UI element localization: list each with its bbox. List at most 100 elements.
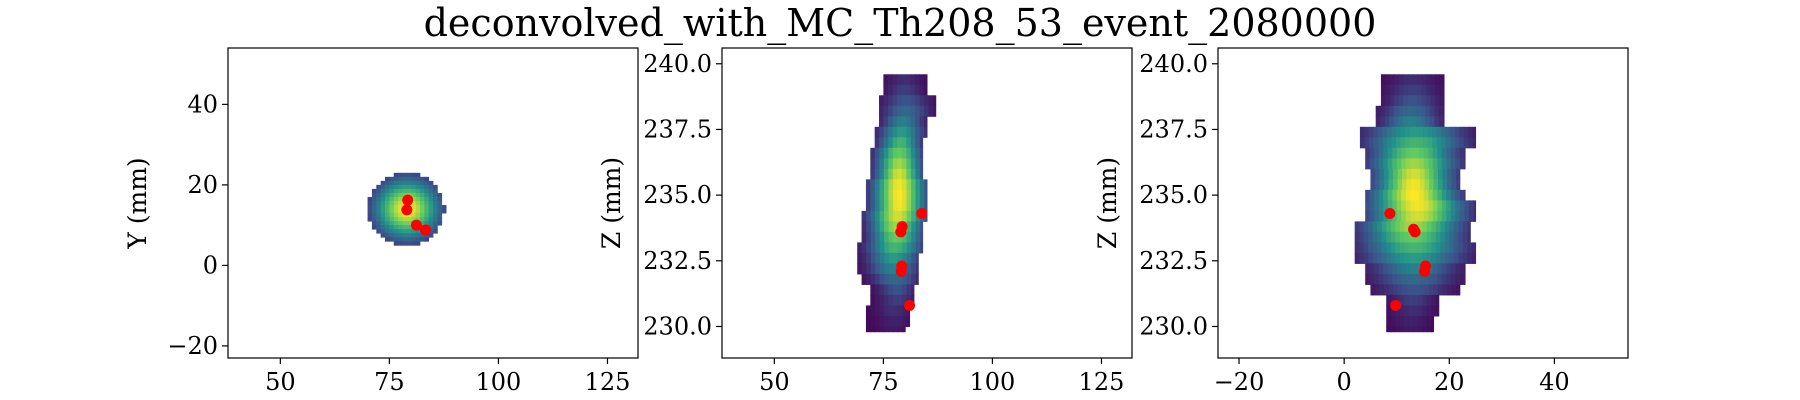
heatmap-cell — [902, 242, 908, 254]
heatmap-cell — [1383, 200, 1389, 212]
heatmap-cell — [1428, 210, 1434, 222]
heatmap-cell — [385, 237, 390, 242]
heatmap-cell — [1419, 210, 1425, 222]
heatmap-cell — [433, 184, 438, 190]
heatmap-cell — [910, 84, 916, 96]
heatmap-cell — [424, 213, 430, 218]
heatmap-cell — [1385, 95, 1391, 107]
heatmap-cell — [402, 233, 408, 238]
heatmap-cell — [883, 305, 889, 317]
heatmap-cell — [1453, 252, 1459, 264]
heatmap-cell — [1436, 126, 1442, 138]
y-tick-label: 235.0 — [643, 181, 712, 209]
heatmap-cell — [411, 192, 416, 198]
heatmap-cell — [1432, 273, 1438, 285]
heatmap-cell — [393, 233, 399, 238]
heatmap-cell — [1401, 158, 1407, 170]
heatmap-cell — [406, 229, 412, 234]
heatmap-cell — [884, 242, 890, 254]
heatmap-cell — [879, 263, 885, 275]
heatmap-cell — [415, 209, 421, 214]
heatmap-cell — [424, 184, 430, 190]
heatmap-cell — [1408, 252, 1414, 264]
heatmap-cell — [406, 172, 412, 178]
heatmap-cell — [1402, 116, 1408, 128]
heatmap-cell — [406, 225, 412, 230]
heatmap-cell — [879, 210, 885, 222]
heatmap-cell — [1365, 147, 1371, 159]
heatmap-cell — [393, 184, 399, 190]
heatmap-cell — [393, 176, 399, 182]
heatmap-cell — [1453, 242, 1459, 254]
heatmap-cell — [914, 74, 920, 86]
heatmap-cell — [1431, 242, 1437, 254]
heatmap-cell — [897, 210, 903, 222]
heatmap-cell — [924, 200, 928, 212]
heatmap-cell — [1406, 168, 1412, 180]
heatmap-cell — [1389, 105, 1395, 117]
heatmap-cell — [870, 179, 876, 191]
heatmap-cell — [924, 189, 928, 201]
heatmap-cell — [1414, 147, 1420, 159]
heatmap-cell — [866, 221, 872, 233]
heatmap-cell — [915, 273, 919, 285]
heatmap-cell — [376, 192, 382, 198]
heatmap-cell — [385, 229, 390, 234]
heatmap-cell — [915, 158, 921, 170]
heatmap-cell — [1468, 200, 1474, 212]
heatmap-cell — [1374, 210, 1380, 222]
heatmap-cell — [1408, 305, 1414, 317]
heatmap-cell — [1398, 116, 1404, 128]
heatmap-cell — [1432, 126, 1438, 138]
x-tick-label: 40 — [1539, 368, 1570, 396]
heatmap-cell — [897, 126, 903, 138]
heatmap-cell — [866, 252, 872, 264]
heatmap-cell — [901, 294, 907, 306]
y-tick-label: 0 — [203, 251, 218, 279]
heatmap-cell — [1444, 242, 1450, 254]
heatmap-cell — [1369, 210, 1375, 222]
heatmap-cell — [883, 168, 889, 180]
heatmap-cell — [892, 116, 898, 128]
heatmap-cell — [897, 200, 903, 212]
heatmap-cell — [415, 172, 421, 178]
heatmap-cell — [911, 242, 917, 254]
heatmap-cell — [906, 158, 912, 170]
heatmap-cell — [1441, 263, 1447, 275]
heatmap-cell — [883, 84, 889, 96]
heatmap-cell — [1458, 242, 1464, 254]
heatmap-cell — [424, 237, 430, 242]
heatmap-cell — [1427, 137, 1433, 149]
heatmap-cell — [875, 221, 881, 233]
heatmap-cell — [1439, 95, 1445, 107]
heatmap-cell — [1375, 116, 1381, 128]
heatmap-cell — [1435, 242, 1441, 254]
heatmap-cell — [415, 184, 421, 190]
heatmap-cell — [888, 273, 894, 285]
heatmap-cell — [1414, 210, 1420, 222]
heatmap-cell — [1365, 189, 1371, 201]
heatmap-cell — [1378, 273, 1384, 285]
heatmap-cell — [376, 209, 382, 214]
heatmap-cell — [1396, 158, 1402, 170]
heatmap-cell — [906, 252, 912, 264]
heatmap-cell — [411, 200, 416, 206]
heatmap-cell — [910, 158, 916, 170]
heatmap-cell — [1462, 242, 1468, 254]
heatmap-cell — [1450, 147, 1456, 159]
heatmap-cell — [915, 252, 919, 264]
heatmap-cell — [1399, 231, 1405, 243]
x-tick-label: 125 — [585, 368, 631, 396]
heatmap-cell — [1414, 158, 1420, 170]
heatmap-cell — [1450, 189, 1456, 201]
heatmap-cell — [1431, 315, 1435, 327]
heatmap-cell — [866, 242, 872, 254]
heatmap-cell — [415, 192, 421, 198]
heatmap-cell — [1454, 126, 1460, 138]
heatmap-cell — [1414, 126, 1420, 138]
heatmap-cell — [1385, 74, 1391, 86]
heatmap-cell — [1446, 273, 1452, 285]
heatmap-cell — [1404, 305, 1410, 317]
heatmap-cell — [1437, 210, 1443, 222]
plot-area — [367, 172, 447, 246]
